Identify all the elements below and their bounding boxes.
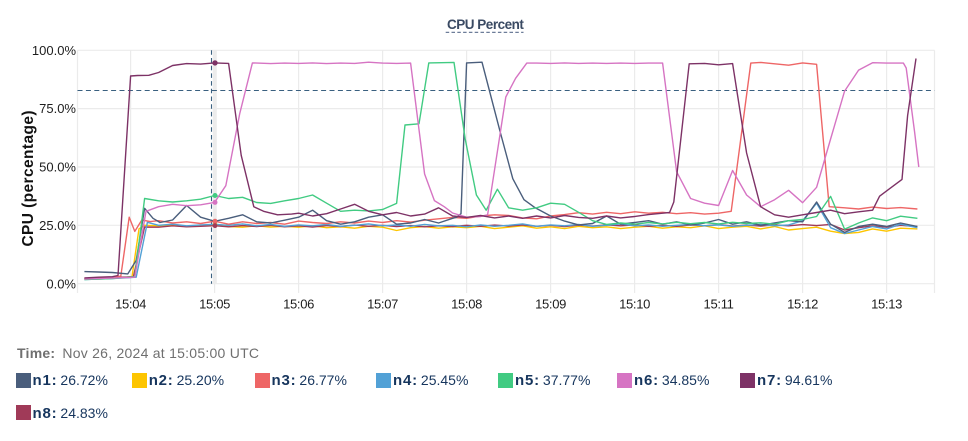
svg-text:15:13: 15:13 — [871, 297, 902, 312]
svg-text:15:06: 15:06 — [283, 297, 314, 312]
svg-text:15:04: 15:04 — [115, 297, 146, 312]
svg-text:15:05: 15:05 — [199, 297, 230, 312]
svg-text:25.0%: 25.0% — [39, 218, 76, 233]
svg-text:CPU (percentage): CPU (percentage) — [20, 110, 37, 246]
svg-text:CPU Percent: CPU Percent — [447, 17, 524, 32]
svg-text:15:09: 15:09 — [535, 297, 566, 312]
svg-text:15:11: 15:11 — [704, 297, 734, 312]
svg-text:50.0%: 50.0% — [39, 160, 76, 175]
svg-text:100.0%: 100.0% — [32, 43, 77, 58]
svg-text:15:08: 15:08 — [451, 297, 482, 312]
svg-text:15:10: 15:10 — [619, 297, 650, 312]
svg-text:0.0%: 0.0% — [46, 276, 76, 291]
svg-text:15:12: 15:12 — [787, 297, 818, 312]
svg-text:15:07: 15:07 — [367, 297, 398, 312]
svg-text:75.0%: 75.0% — [39, 101, 76, 116]
